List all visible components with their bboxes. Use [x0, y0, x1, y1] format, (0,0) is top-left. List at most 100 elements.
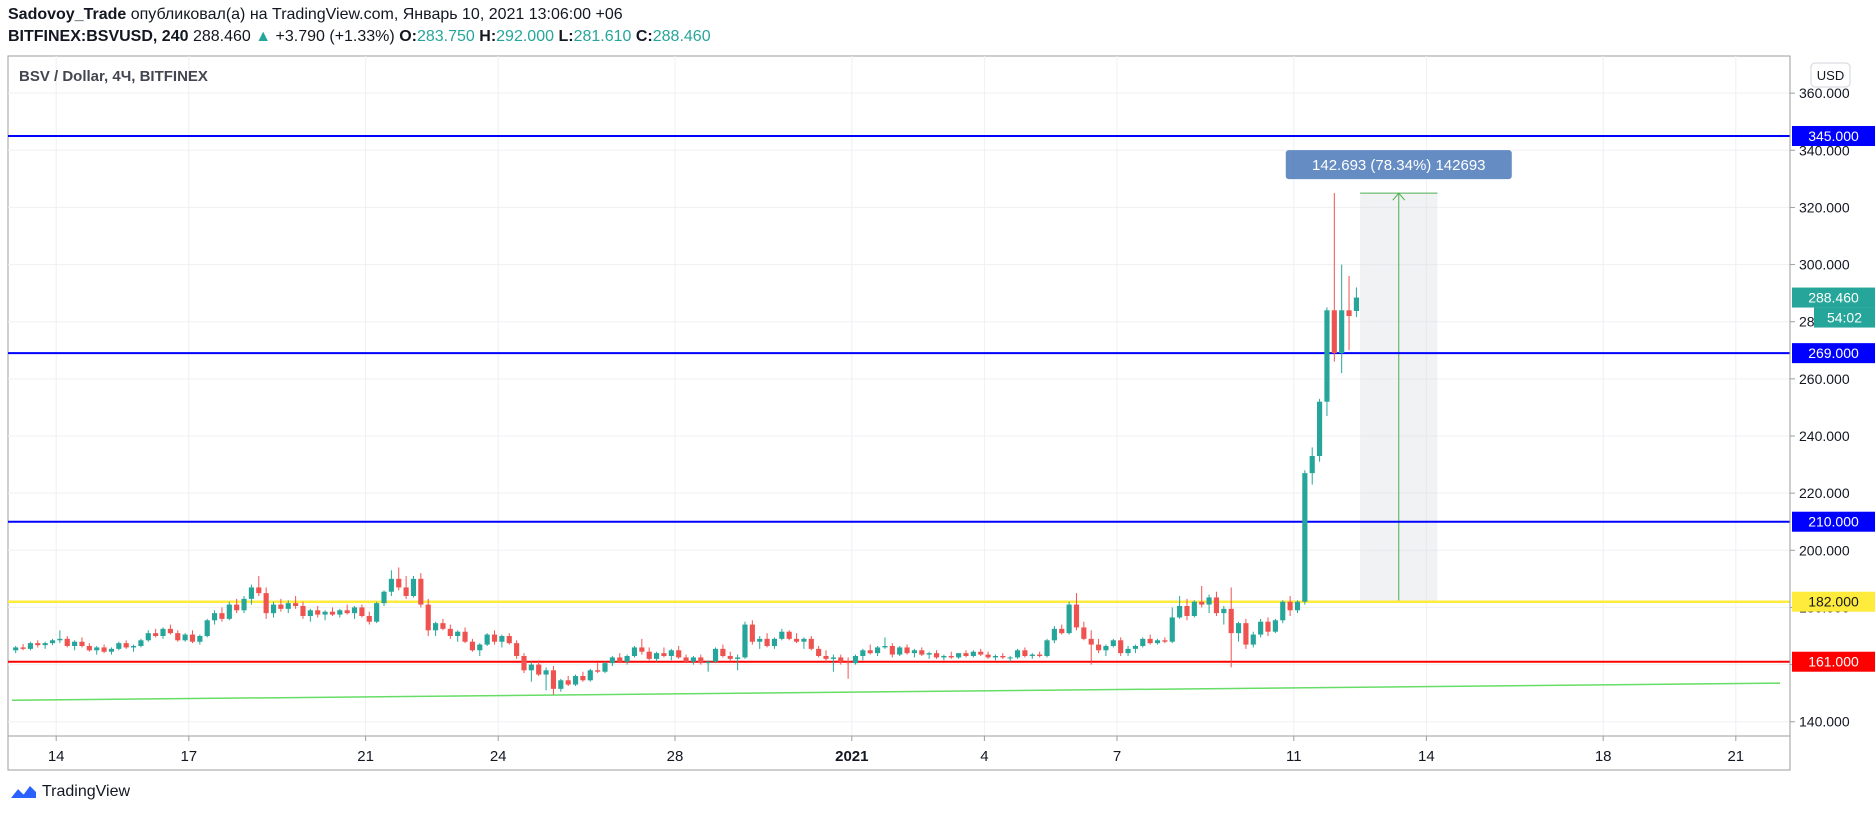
- candle-body: [521, 656, 527, 671]
- grid: [8, 56, 1790, 736]
- footer-brand[interactable]: TradingView: [8, 783, 130, 801]
- candle-body: [1169, 617, 1175, 642]
- x-tick-label: 14: [1418, 748, 1435, 765]
- level-tag-345.000: [1792, 126, 1875, 146]
- y-tick-label: 200.000: [1799, 542, 1850, 558]
- candle-body: [698, 657, 704, 664]
- candle-body: [1177, 606, 1183, 618]
- candle-body: [1228, 608, 1234, 634]
- symbol-label: BITFINEX:BSVUSD, 240: [8, 28, 189, 45]
- trendline[interactable]: [11, 682, 1781, 702]
- candle-body: [447, 628, 453, 636]
- candle-body: [42, 643, 48, 646]
- price-tags: 345.000 269.000 210.000 182.000 161.000 288.4…: [1792, 126, 1875, 672]
- candle-body: [366, 616, 372, 622]
- candle-body: [86, 646, 92, 651]
- candle-body: [27, 643, 33, 649]
- x-tick-label: 4: [980, 748, 988, 765]
- candle-body: [580, 676, 586, 681]
- candle-body: [956, 653, 962, 658]
- time-axis[interactable]: 14 17 21 24 28 2021 4 7 11 14 18 21: [48, 736, 1744, 765]
- countdown-label: 54:02: [1827, 310, 1862, 326]
- candle-body: [1037, 654, 1043, 656]
- candle-body: [911, 650, 917, 654]
- x-tick-label: 2021: [835, 748, 868, 765]
- candle-body: [101, 647, 107, 652]
- candle-body: [204, 620, 210, 636]
- change-text: +3.790 (+1.33%): [275, 28, 395, 45]
- x-tick-label: 7: [1113, 748, 1121, 765]
- candle-body: [1221, 608, 1227, 614]
- candle-body: [64, 638, 70, 646]
- level-tag-label: 161.000: [1808, 654, 1859, 670]
- currency-button[interactable]: [1810, 62, 1851, 88]
- candle-body: [49, 640, 56, 644]
- candle-body: [300, 606, 306, 616]
- candle-body: [315, 610, 321, 615]
- candle-body: [344, 610, 350, 614]
- candle-body: [1346, 310, 1352, 316]
- close-label: C:: [635, 28, 653, 45]
- candle-body: [985, 654, 991, 658]
- candle-body: [1162, 640, 1168, 642]
- candle-body: [970, 651, 976, 656]
- price-axis[interactable]: 140.000160.000180.000200.000220.000240.0…: [1790, 85, 1850, 730]
- horizontal-levels[interactable]: [8, 135, 1790, 663]
- candle-body: [963, 653, 969, 656]
- candle-body: [506, 636, 512, 644]
- candle-body: [514, 643, 520, 656]
- author-name[interactable]: Sadovoy_Trade: [8, 6, 127, 23]
- candle-body: [1317, 401, 1323, 456]
- candle-body: [1206, 597, 1212, 605]
- candle-body: [123, 643, 129, 648]
- candle-body: [337, 610, 343, 615]
- candle-body: [285, 603, 291, 609]
- candle-body: [536, 664, 542, 675]
- candle-body: [793, 638, 800, 642]
- measure-label-box: [1285, 150, 1512, 180]
- level-tag-182.000: [1792, 591, 1875, 612]
- candle-body: [1339, 310, 1345, 354]
- candle-body: [528, 664, 534, 671]
- candle-body: [1000, 656, 1006, 658]
- candle-body: [808, 638, 814, 649]
- candle-body: [212, 613, 218, 621]
- x-tick-label: 24: [490, 748, 507, 765]
- low-value: 281.610: [573, 28, 632, 45]
- candle-body: [403, 587, 409, 596]
- candle-body: [1294, 601, 1301, 611]
- candle-body: [617, 657, 623, 662]
- candle-body: [816, 648, 822, 656]
- candle-body: [293, 603, 299, 606]
- publish-info: Sadovoy_Trade опубликовал(а) на TradingV…: [8, 6, 623, 24]
- x-tick-label: 18: [1595, 748, 1612, 765]
- candle-body: [735, 657, 741, 659]
- candle-body: [322, 611, 328, 615]
- candle-body: [20, 647, 26, 649]
- level-tag-label: 182.000: [1808, 594, 1859, 610]
- candle-body: [565, 680, 571, 685]
- candle-body: [1272, 620, 1278, 632]
- price-range-measure[interactable]: 142.693 (78.34%) 142693: [1285, 150, 1512, 603]
- candle-body: [1191, 601, 1197, 616]
- tradingview-logo-icon: [9, 786, 36, 799]
- green-trendline: [11, 682, 1781, 702]
- candle-body: [1044, 640, 1050, 656]
- candle-body: [425, 604, 431, 631]
- candle-body: [889, 646, 895, 655]
- candle-body: [779, 631, 785, 639]
- candle-body: [1154, 640, 1161, 644]
- candle-body: [57, 638, 63, 641]
- candle-body: [175, 633, 181, 641]
- candle-body: [1081, 627, 1087, 639]
- candle-body: [359, 607, 365, 616]
- candle-body: [683, 657, 689, 662]
- candle-body: [926, 653, 932, 655]
- candle-body: [543, 670, 549, 675]
- x-tick-label: 28: [667, 748, 684, 765]
- candle-body: [388, 578, 394, 592]
- candle-body: [1258, 621, 1264, 635]
- y-tick-label: 300.000: [1799, 257, 1850, 273]
- candle-body: [1088, 638, 1094, 645]
